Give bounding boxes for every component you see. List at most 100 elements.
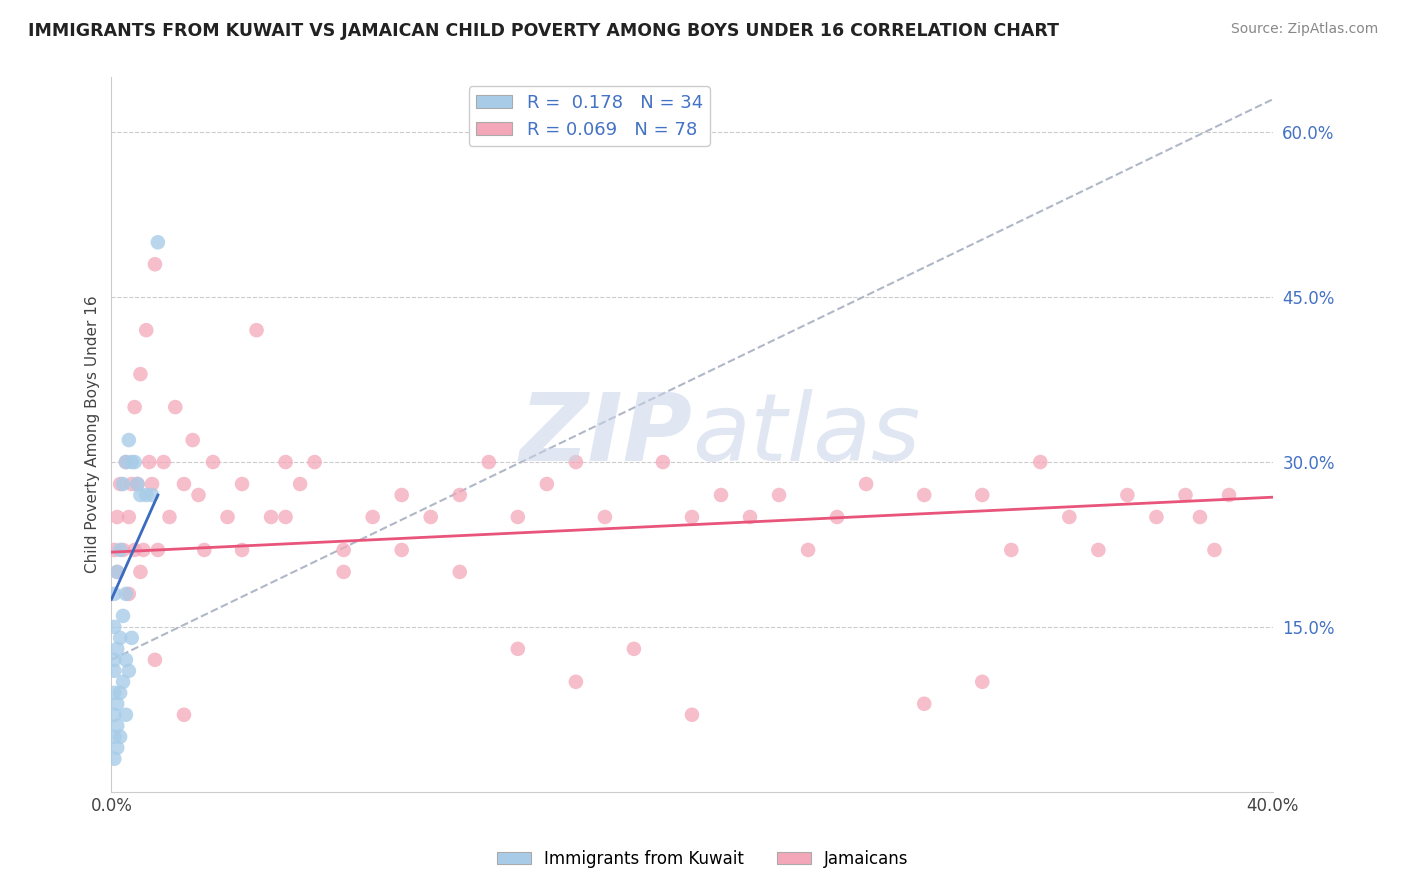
Point [1174, 488, 1197, 502]
Point [173, 707, 195, 722]
Point [124, 400, 146, 414]
Point [127, 477, 149, 491]
Point [135, 323, 157, 337]
Point [1116, 488, 1139, 502]
Point [105, 510, 128, 524]
Point [202, 455, 225, 469]
Point [143, 257, 166, 271]
Point [135, 488, 157, 502]
Point [103, 730, 125, 744]
Point [141, 488, 163, 502]
Point [332, 543, 354, 558]
Point [245, 323, 267, 337]
Point [146, 235, 169, 250]
Point [165, 400, 187, 414]
Point [129, 367, 152, 381]
Point [506, 641, 529, 656]
Point [1087, 543, 1109, 558]
Point [141, 477, 163, 491]
Point [710, 488, 733, 502]
Point [105, 565, 128, 579]
Point [103, 752, 125, 766]
Point [124, 543, 146, 558]
Point [129, 565, 152, 579]
Point [103, 664, 125, 678]
Point [105, 719, 128, 733]
Point [391, 543, 413, 558]
Text: Source: ZipAtlas.com: Source: ZipAtlas.com [1230, 22, 1378, 37]
Point [129, 488, 152, 502]
Point [111, 674, 134, 689]
Point [146, 543, 169, 558]
Point [105, 641, 128, 656]
Point [231, 477, 253, 491]
Point [1029, 455, 1052, 469]
Point [1188, 510, 1211, 524]
Point [118, 433, 141, 447]
Point [111, 543, 134, 558]
Point [1144, 510, 1167, 524]
Text: ZIP: ZIP [519, 389, 692, 481]
Point [108, 686, 131, 700]
Point [912, 488, 935, 502]
Point [193, 543, 215, 558]
Point [288, 477, 311, 491]
Point [972, 488, 994, 502]
Point [797, 543, 820, 558]
Point [138, 455, 160, 469]
Point [111, 477, 134, 491]
Point [115, 455, 138, 469]
Point [231, 543, 253, 558]
Point [111, 608, 134, 623]
Point [506, 510, 529, 524]
Point [103, 543, 125, 558]
Point [623, 641, 645, 656]
Point [391, 488, 413, 502]
Point [143, 653, 166, 667]
Point [681, 707, 703, 722]
Point [152, 455, 174, 469]
Point [118, 664, 141, 678]
Point [132, 543, 155, 558]
Point [972, 674, 994, 689]
Point [105, 565, 128, 579]
Point [332, 565, 354, 579]
Text: IMMIGRANTS FROM KUWAIT VS JAMAICAN CHILD POVERTY AMONG BOYS UNDER 16 CORRELATION: IMMIGRANTS FROM KUWAIT VS JAMAICAN CHILD… [28, 22, 1059, 40]
Point [536, 477, 558, 491]
Point [108, 730, 131, 744]
Point [103, 653, 125, 667]
Point [478, 455, 501, 469]
Point [274, 455, 297, 469]
Text: atlas: atlas [692, 389, 920, 480]
Point [1059, 510, 1081, 524]
Point [108, 477, 131, 491]
Legend: Immigrants from Kuwait, Jamaicans: Immigrants from Kuwait, Jamaicans [491, 844, 915, 875]
Point [118, 510, 141, 524]
Point [173, 477, 195, 491]
Point [159, 510, 181, 524]
Point [121, 455, 143, 469]
Point [260, 510, 283, 524]
Point [593, 510, 616, 524]
Point [912, 697, 935, 711]
Point [681, 510, 703, 524]
Point [217, 510, 239, 524]
Point [115, 455, 138, 469]
Point [108, 543, 131, 558]
Point [738, 510, 761, 524]
Point [103, 587, 125, 601]
Point [449, 565, 471, 579]
Point [105, 697, 128, 711]
Point [419, 510, 441, 524]
Y-axis label: Child Poverty Among Boys Under 16: Child Poverty Among Boys Under 16 [86, 296, 100, 574]
Point [124, 455, 146, 469]
Legend: R =  0.178   N = 34, R = 0.069   N = 78: R = 0.178 N = 34, R = 0.069 N = 78 [468, 87, 710, 146]
Point [187, 488, 209, 502]
Point [565, 455, 588, 469]
Point [103, 707, 125, 722]
Point [855, 477, 877, 491]
Point [108, 631, 131, 645]
Point [121, 477, 143, 491]
Point [118, 587, 141, 601]
Point [103, 620, 125, 634]
